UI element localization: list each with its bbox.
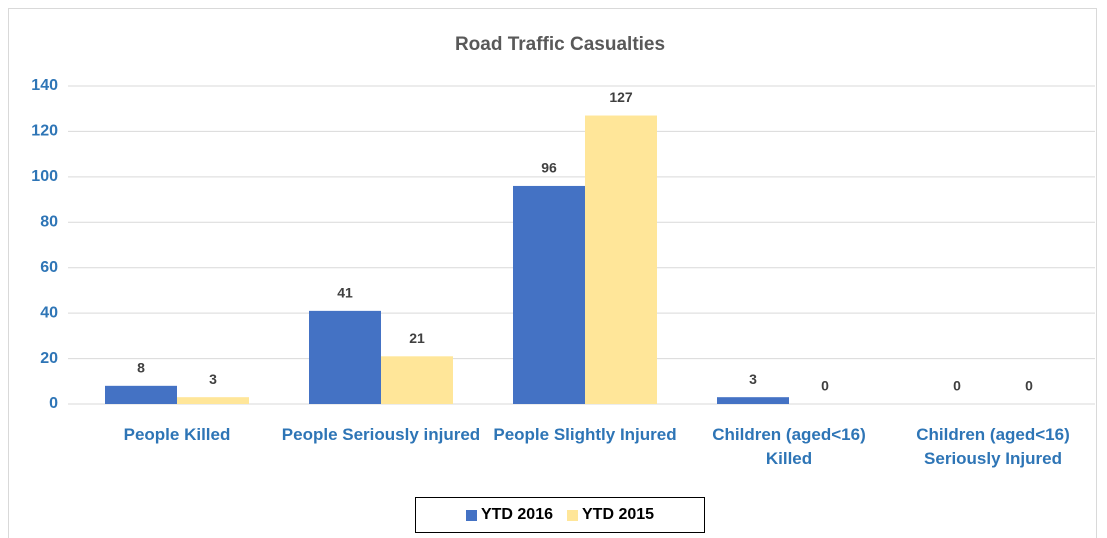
bar (381, 356, 453, 404)
bar (585, 115, 657, 405)
y-tick-label: 80 (40, 214, 58, 231)
chart-title: Road Traffic Casualties (455, 34, 665, 55)
legend-item: YTD 2016 (465, 506, 553, 524)
legend-swatch (465, 509, 477, 521)
data-label: 41 (337, 285, 353, 301)
y-tick-label: 20 (40, 350, 58, 367)
bar (177, 397, 249, 404)
data-label: 3 (209, 371, 217, 387)
y-tick-label: 40 (40, 304, 58, 321)
bar (105, 385, 177, 404)
data-label: 21 (409, 330, 425, 346)
x-tick-label: People Killed (123, 425, 231, 444)
bar (309, 310, 381, 404)
data-label: 127 (609, 89, 633, 105)
data-label: 8 (137, 360, 145, 376)
bar (513, 185, 585, 404)
legend-label: YTD 2015 (582, 506, 655, 523)
y-tick-label: 120 (31, 123, 58, 140)
legend-label: YTD 2016 (480, 506, 553, 523)
y-tick-label: 0 (49, 395, 58, 412)
y-tick-label: 60 (40, 259, 58, 276)
data-label: 0 (1025, 378, 1033, 394)
x-tick-label: Children (aged<16) Seriously Injured (916, 425, 1070, 468)
bar (717, 397, 789, 404)
legend-item: YTD 2015 (567, 506, 654, 524)
x-tick-label: People Slightly Injured (493, 425, 677, 444)
data-label: 96 (541, 160, 557, 176)
x-tick-label: People Seriously injured (281, 425, 481, 444)
y-tick-label: 100 (31, 168, 58, 185)
data-label: 0 (821, 378, 829, 394)
legend: YTD 2016 YTD 2015 (415, 497, 705, 533)
x-tick-label: Children (aged<16) Killed (712, 425, 866, 468)
data-label: 0 (953, 378, 961, 394)
data-label: 3 (749, 371, 757, 387)
chart-frame (8, 8, 1097, 538)
y-tick-label: 140 (31, 77, 58, 94)
legend-swatch (567, 509, 578, 521)
